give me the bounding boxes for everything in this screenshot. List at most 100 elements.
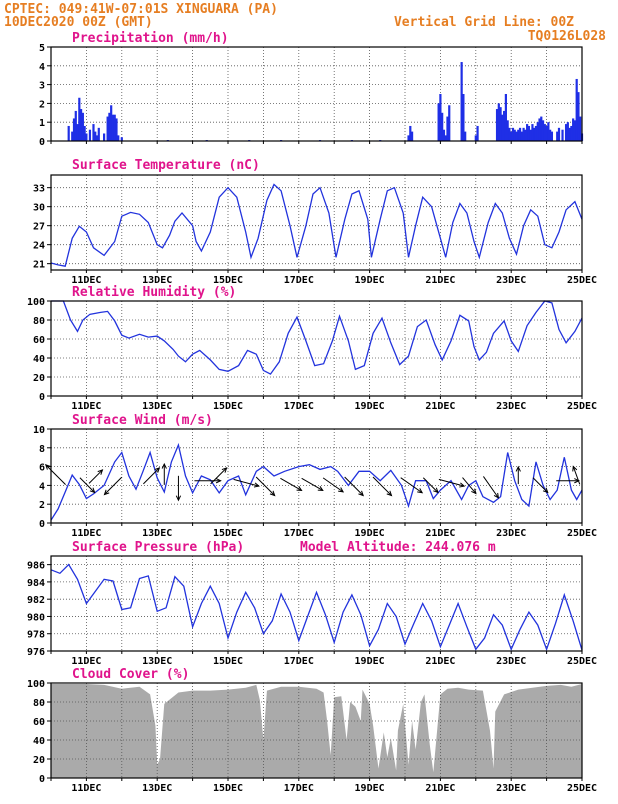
x-tick-label: 13DEC bbox=[142, 528, 172, 539]
precip-bar bbox=[437, 103, 440, 141]
precip-bar bbox=[547, 122, 550, 141]
wind-vector-head bbox=[338, 487, 345, 493]
x-tick-label: 23DEC bbox=[496, 656, 526, 667]
precip-bar bbox=[520, 131, 523, 141]
precip-bar bbox=[524, 129, 527, 141]
precip-bar bbox=[577, 92, 580, 141]
wind-vector-head bbox=[97, 469, 104, 475]
wind-vector bbox=[344, 476, 364, 496]
x-tick-label: 15DEC bbox=[213, 783, 243, 794]
precip-bar bbox=[76, 124, 79, 141]
precip-bar bbox=[527, 125, 530, 141]
precip-bar bbox=[460, 62, 463, 141]
precip-bar bbox=[526, 124, 529, 141]
precip-bar bbox=[570, 125, 573, 141]
precip-bar bbox=[85, 133, 88, 141]
panel-title: Surface Pressure (hPa) bbox=[72, 540, 244, 555]
precip-bar bbox=[506, 120, 509, 141]
x-tick-label: 15DEC bbox=[213, 528, 243, 539]
wind-vector-head bbox=[515, 465, 521, 472]
precip-bar bbox=[464, 131, 467, 141]
precip-bar bbox=[510, 131, 513, 141]
precip-bar bbox=[566, 122, 569, 141]
y-tick-label: 21 bbox=[33, 260, 45, 271]
precip-bar bbox=[543, 124, 546, 141]
x-tick-label: 19DEC bbox=[355, 275, 385, 286]
pressure-series-line bbox=[50, 563, 583, 652]
precip-bar bbox=[88, 129, 92, 141]
x-tick-label: 21DEC bbox=[425, 528, 455, 539]
wind-vector-head bbox=[44, 464, 51, 470]
wind-vector bbox=[255, 476, 276, 496]
y-tick-label: 60 bbox=[33, 335, 45, 346]
precip-bar bbox=[579, 116, 582, 141]
panel-frame bbox=[50, 428, 583, 524]
precip-bar bbox=[501, 114, 504, 141]
wind-vector-head bbox=[386, 490, 393, 497]
y-tick-label: 978 bbox=[27, 630, 45, 641]
y-tick-label: 40 bbox=[33, 736, 45, 747]
precip-bar bbox=[67, 125, 70, 141]
wind-vector-head bbox=[433, 487, 439, 494]
x-tick-label: 13DEC bbox=[142, 275, 172, 286]
y-tick-label: 4 bbox=[39, 62, 45, 73]
y-tick-label: 3 bbox=[39, 81, 45, 92]
wind-vector-head bbox=[471, 488, 477, 495]
x-tick-label: 11DEC bbox=[71, 783, 101, 794]
y-tick-label: 30 bbox=[33, 203, 45, 214]
wind-vector-head bbox=[417, 488, 424, 494]
header: CPTEC: 049:41W-07:01S XINGUARA (PA) 10DE… bbox=[4, 2, 606, 44]
precip-bar bbox=[462, 94, 465, 141]
precip-bar bbox=[518, 127, 522, 141]
precip-bar bbox=[556, 131, 559, 141]
wind-vector-head bbox=[154, 467, 161, 473]
panel-frame bbox=[50, 555, 583, 652]
y-tick-label: 980 bbox=[27, 612, 45, 623]
x-tick-label: 19DEC bbox=[355, 401, 385, 412]
precip-bar bbox=[533, 127, 536, 141]
precip-bar bbox=[504, 94, 507, 141]
precip-bar bbox=[541, 120, 545, 141]
y-tick-label: 2 bbox=[39, 99, 45, 110]
y-tick-label: 80 bbox=[33, 698, 45, 709]
wind-vector bbox=[483, 476, 499, 499]
precip-bar bbox=[529, 129, 532, 141]
x-tick-label: 17DEC bbox=[284, 783, 314, 794]
panel-title: Relative Humidity (%) bbox=[72, 285, 236, 300]
x-tick-label: 15DEC bbox=[213, 656, 243, 667]
precip-bar bbox=[474, 135, 477, 141]
precip-bar bbox=[444, 135, 447, 141]
x-tick-label: 21DEC bbox=[425, 275, 455, 286]
precip-bar bbox=[513, 129, 516, 141]
x-tick-label: 21DEC bbox=[425, 401, 455, 412]
x-tick-label: 15DEC bbox=[213, 275, 243, 286]
precip-bar bbox=[572, 118, 575, 141]
y-tick-label: 20 bbox=[33, 755, 45, 766]
y-tick-label: 4 bbox=[39, 481, 45, 492]
precip-bar bbox=[407, 135, 410, 141]
y-tick-label: 80 bbox=[33, 316, 45, 327]
wind-vector bbox=[301, 477, 324, 491]
precip-bar bbox=[113, 114, 116, 141]
wind-vector-head bbox=[572, 465, 578, 472]
pressure-panel: Surface Pressure (hPa) Model Altitude: 24… bbox=[27, 540, 597, 667]
wind-vector-head bbox=[89, 487, 96, 494]
wind-vector-head bbox=[103, 489, 110, 496]
wind-vector-head bbox=[253, 482, 260, 488]
x-tick-label: 13DEC bbox=[142, 783, 172, 794]
y-tick-label: 20 bbox=[33, 373, 45, 384]
y-tick-label: 6 bbox=[39, 463, 45, 474]
grid-line-note: Vertical Grid Line: 00Z bbox=[394, 15, 574, 30]
y-tick-label: 0 bbox=[39, 137, 45, 148]
x-tick-label: 25DEC bbox=[567, 275, 597, 286]
x-tick-label: 17DEC bbox=[284, 528, 314, 539]
precip-bar bbox=[72, 118, 76, 141]
precip-bar bbox=[536, 122, 539, 141]
date-line: 10DEC2020 00Z (GMT) bbox=[4, 15, 153, 30]
wind-vector-head bbox=[215, 478, 222, 484]
x-tick-label: 19DEC bbox=[355, 783, 385, 794]
precip-bar bbox=[503, 110, 506, 141]
wind-vector bbox=[372, 476, 392, 496]
y-tick-label: 2 bbox=[39, 500, 45, 511]
